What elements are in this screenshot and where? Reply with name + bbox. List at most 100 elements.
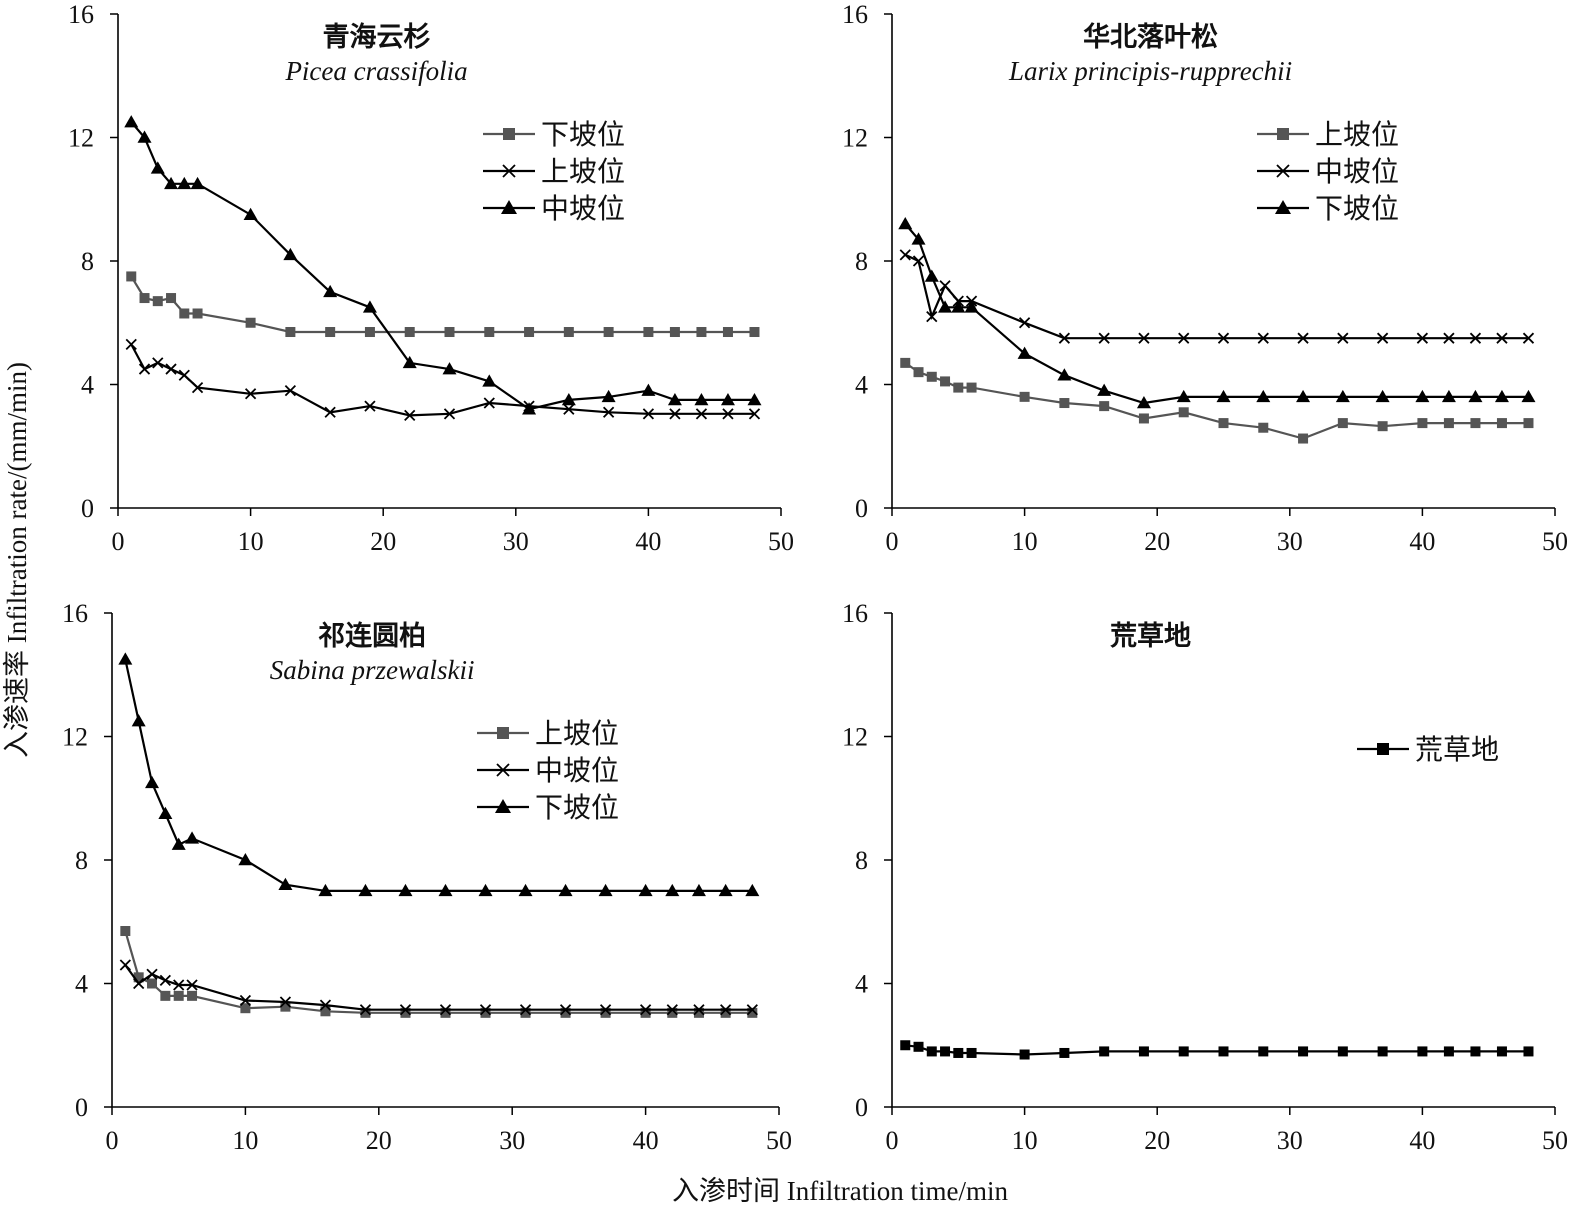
data-point — [667, 1007, 678, 1018]
x-tick-label: 20 — [370, 527, 396, 556]
legend-label: 中坡位 — [1315, 155, 1399, 188]
data-point — [1218, 1046, 1229, 1057]
data-point — [924, 269, 939, 282]
data-point — [666, 1004, 678, 1016]
series-cross — [899, 249, 1535, 344]
data-point — [560, 1007, 571, 1018]
panel-subtitle: Sabina przewalskii — [270, 655, 475, 685]
data-point — [1178, 1046, 1189, 1057]
x-tick-label: 0 — [886, 1126, 899, 1155]
series-line — [124, 930, 753, 1014]
data-point — [484, 327, 495, 338]
data-point — [1296, 389, 1311, 403]
data-point — [280, 1001, 291, 1012]
data-point — [720, 1007, 731, 1018]
data-point — [520, 1007, 531, 1018]
data-point — [665, 883, 680, 897]
legend-item: 上坡位 — [483, 155, 625, 188]
data-point — [1416, 332, 1429, 344]
data-point — [1337, 332, 1349, 344]
data-point — [912, 255, 925, 267]
data-point — [1337, 1046, 1348, 1057]
legend-item: 下坡位 — [477, 791, 619, 824]
data-point — [118, 652, 133, 665]
series-triangle — [118, 652, 760, 897]
data-point — [558, 883, 573, 897]
data-point — [1443, 1046, 1454, 1057]
panel-title: 青海云杉 — [323, 22, 431, 53]
data-point — [722, 327, 733, 338]
data-point — [119, 959, 131, 971]
data-point — [480, 1007, 491, 1018]
data-point — [360, 1007, 371, 1018]
data-point — [1218, 418, 1229, 429]
data-point — [244, 388, 257, 400]
data-point — [1337, 418, 1348, 429]
x-tick-label: 20 — [1144, 527, 1170, 556]
data-point — [478, 883, 493, 897]
legend-label: 下坡位 — [535, 791, 619, 824]
data-point — [1376, 332, 1389, 344]
data-point — [898, 216, 913, 230]
data-point — [187, 990, 198, 1001]
data-point — [747, 1007, 758, 1018]
legend-marker — [497, 727, 509, 739]
data-point — [139, 293, 150, 304]
legend-marker — [1275, 200, 1291, 214]
x-tick-label: 10 — [1012, 1126, 1038, 1155]
legend-item: 中坡位 — [477, 754, 619, 787]
data-point — [150, 161, 165, 174]
data-point — [1470, 1046, 1481, 1057]
data-point — [691, 883, 706, 897]
legend-item: 中坡位 — [1257, 155, 1399, 188]
data-point — [442, 362, 457, 375]
data-point — [1377, 421, 1388, 432]
data-point — [278, 877, 293, 890]
data-point — [147, 978, 158, 989]
data-point — [749, 327, 760, 338]
data-point — [1496, 1046, 1507, 1057]
legend-label: 中坡位 — [535, 754, 619, 787]
legend-marker — [1377, 743, 1389, 755]
data-point — [1258, 422, 1269, 433]
data-point — [518, 883, 533, 897]
data-point — [1017, 346, 1032, 359]
y-tick-label: 16 — [842, 599, 868, 628]
series-cross — [125, 338, 761, 422]
x-axis-label: 入渗时间 Infiltration time/min — [672, 1176, 1008, 1206]
data-point — [124, 115, 139, 128]
data-point — [1138, 332, 1150, 344]
data-point — [641, 383, 656, 396]
data-point — [283, 247, 298, 261]
data-point — [524, 327, 535, 338]
data-point — [1138, 1046, 1149, 1057]
data-point — [1523, 1046, 1534, 1057]
data-point — [638, 883, 653, 897]
data-point — [1523, 418, 1534, 429]
data-point — [319, 999, 332, 1011]
data-point — [561, 392, 576, 406]
data-point — [320, 1006, 331, 1017]
x-tick-label: 30 — [1277, 1126, 1303, 1155]
data-point — [1059, 398, 1070, 409]
data-point — [152, 296, 163, 307]
data-point — [404, 327, 415, 338]
data-point — [1217, 332, 1230, 344]
data-point — [238, 853, 253, 866]
legend-item: 下坡位 — [483, 118, 625, 151]
data-point — [748, 408, 761, 420]
y-tick-label: 12 — [842, 124, 868, 153]
x-tick-label: 10 — [1012, 527, 1038, 556]
data-point — [245, 317, 256, 328]
data-point — [1057, 368, 1072, 381]
data-point — [243, 207, 258, 220]
data-point — [398, 883, 413, 897]
x-tick-label: 50 — [1542, 527, 1568, 556]
data-point — [640, 1007, 651, 1018]
data-point — [1375, 389, 1390, 403]
x-tick-label: 30 — [503, 527, 529, 556]
data-point — [402, 355, 417, 369]
x-tick-label: 40 — [1409, 1126, 1435, 1155]
